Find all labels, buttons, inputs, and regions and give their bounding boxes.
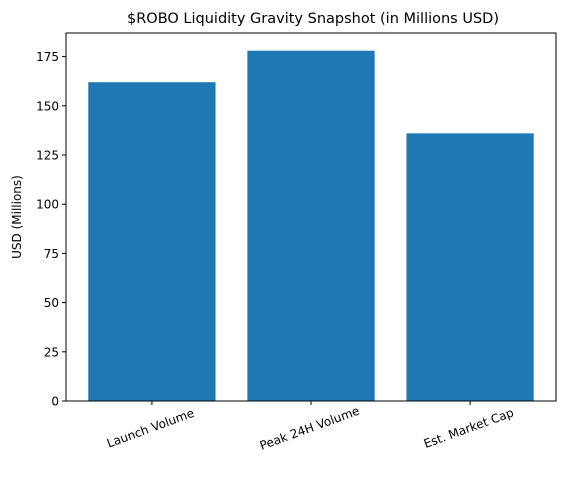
bar-launch-volume bbox=[88, 82, 216, 401]
x-axis: Launch Volume Peak 24H Volume Est. Market … bbox=[105, 401, 516, 453]
x-tick-label: Est. Market Cap bbox=[422, 405, 516, 451]
bar-est-market-cap bbox=[406, 133, 534, 401]
y-axis-title: USD (Millions) bbox=[10, 175, 24, 259]
y-tick-label: 0 bbox=[51, 395, 59, 409]
plot-frame bbox=[65, 32, 557, 402]
y-tick-label: 150 bbox=[36, 99, 59, 113]
y-tick-label: 25 bbox=[44, 345, 59, 359]
bars-layer bbox=[88, 50, 534, 401]
y-tick-label: 175 bbox=[36, 50, 59, 64]
y-tick-label: 50 bbox=[44, 296, 59, 310]
bar-peak-24h-volume bbox=[247, 50, 375, 401]
y-tick-label: 125 bbox=[36, 149, 59, 163]
x-tick-label: Launch Volume bbox=[105, 406, 196, 451]
y-tick-label: 100 bbox=[36, 198, 59, 212]
chart-title: $ROBO Liquidity Gravity Snapshot (in Mil… bbox=[127, 11, 499, 27]
y-tick-label: 75 bbox=[44, 247, 59, 261]
y-axis: 0 25 50 75 100 125 150 175 bbox=[36, 50, 66, 409]
x-tick-label: Peak 24H Volume bbox=[258, 404, 362, 453]
